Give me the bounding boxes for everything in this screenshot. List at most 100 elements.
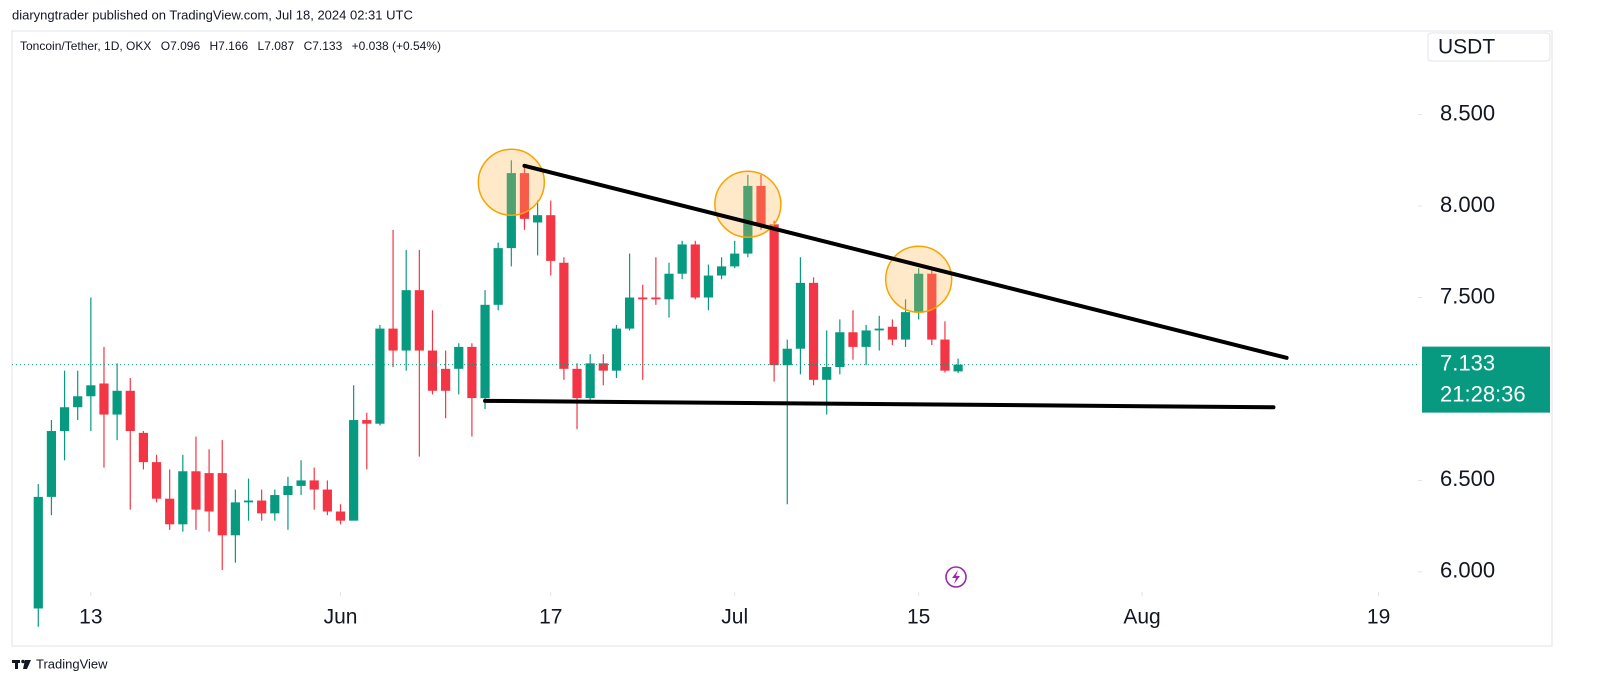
candle-body [112,390,122,415]
candle-body [651,297,661,300]
candle-body [585,363,595,399]
candle-body [178,471,188,525]
candle-body [533,215,543,223]
candle-body [519,173,530,219]
highlight-circle [714,170,782,238]
candles [33,160,963,627]
candle-body [808,282,819,380]
y-tick-label: 8.500 [1440,100,1495,125]
y-tick-label: 8.000 [1440,192,1495,217]
tv-logo [12,659,31,669]
candle-body [414,290,424,351]
candle-body [165,498,175,525]
candle-body [46,431,57,497]
candle-body [861,330,871,347]
currency[interactable]: USDT [1438,36,1495,59]
candle-body [59,407,70,432]
candle-body [716,266,727,276]
candle-body [467,346,477,399]
candle-body [230,502,240,536]
candle-body [349,420,359,521]
candle-body [638,297,648,300]
candle-body [703,275,714,298]
chart-frame [11,30,1553,647]
candle-body [927,273,937,340]
candle-body [874,328,884,331]
symbol: Toncoin/Tether, 1D, OKX [20,39,151,53]
candle-body [887,326,897,340]
change: +0.038 (+0.54%) [352,39,441,53]
candle-body [730,253,740,267]
lightning-icon [945,566,967,588]
candle-body [257,500,267,514]
candle-body [204,473,214,512]
candle-body [73,396,83,408]
candle-body [506,173,516,249]
legend: Toncoin/Tether, 1D, OKX O7.096 H7.166 L7… [20,39,441,53]
candle-body [243,500,254,503]
candle-body [953,364,963,372]
currency-box[interactable] [1427,32,1551,62]
candle-body [375,328,385,424]
candle-body [914,273,924,313]
candle-body [191,471,201,510]
candle-body [598,363,608,371]
candle-body [769,224,779,366]
candle-body [611,328,622,371]
candle-body [690,244,700,298]
candle-body [33,496,43,609]
trendline [522,163,1289,360]
x-tick-label: Jul [721,606,748,629]
candle-body [86,385,96,397]
candle-body [427,350,438,391]
x-tick-label: Aug [1123,606,1160,629]
ohlc-letter: H [209,39,218,53]
candle-body [388,328,398,351]
candle-body [454,346,464,369]
candle-body [441,368,451,391]
candle-body [151,462,162,499]
candle-body [335,511,346,521]
countdown: 21:28:36 [1440,381,1526,406]
header: diaryngtrader published on TradingView.c… [12,7,413,22]
trendline [483,398,1276,410]
x-tick-label: 17 [539,606,562,629]
candle-body [270,495,280,514]
candle-body [848,332,858,347]
ohlc-value: 7.133 [312,39,342,53]
candle-body [900,312,911,340]
candle-body [782,348,792,366]
candle-body [138,432,149,463]
x-tick-label: Jun [324,606,358,629]
candle-body [296,480,306,486]
last-price-box [1422,346,1550,413]
candle-body [99,383,109,415]
ohlc-value: 7.166 [218,39,248,53]
y-tick-label: 6.500 [1440,466,1495,491]
footer-brand: TradingView [36,656,108,671]
ohlc-value: 7.096 [170,39,200,53]
x-tick-label: 15 [907,606,930,629]
highlight-circle [477,148,546,217]
x-tick-label: 13 [79,606,102,629]
candle-body [743,185,753,254]
y-tick-label: 6.000 [1440,558,1495,583]
candle-body [493,248,503,305]
highlight-circle [884,245,953,313]
ohlc-letter: L [258,39,265,53]
candle-body [322,489,332,512]
candle-body [624,297,635,329]
candle-body [559,262,569,369]
ohlc-letter: O [161,39,170,53]
candle-body [822,367,832,380]
candle-body [362,420,372,424]
candle-body [835,332,845,368]
candle-body [795,282,806,349]
candle-body [546,215,556,261]
ohlc-value: 7.087 [264,39,294,53]
candle-body [283,485,293,496]
last-price: 7.133 [1440,350,1495,375]
ohlc-letter: C [304,39,313,53]
candle-body [664,273,674,300]
